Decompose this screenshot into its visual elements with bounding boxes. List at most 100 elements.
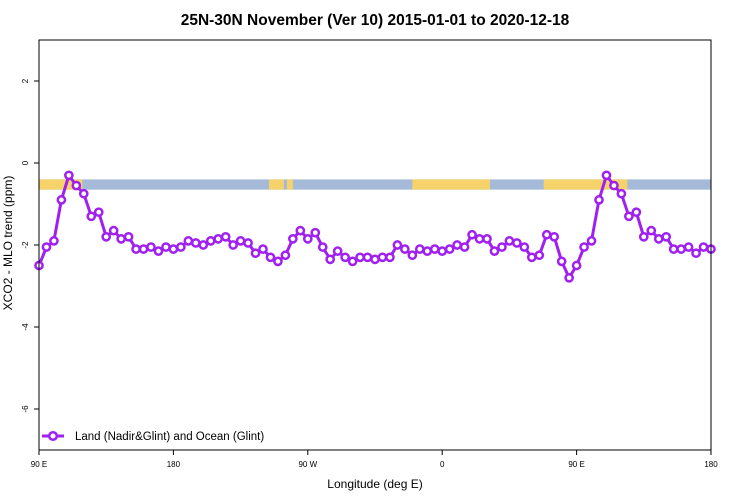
data-point bbox=[541, 229, 552, 240]
series-layer bbox=[34, 170, 716, 283]
data-point bbox=[624, 211, 634, 222]
data-point bbox=[646, 225, 657, 236]
data-point bbox=[56, 195, 67, 205]
data-point bbox=[176, 242, 186, 252]
x-axis: 90 E 180 90 W 0 90 E 180 bbox=[31, 450, 718, 469]
data-point bbox=[123, 231, 134, 242]
data-point bbox=[444, 244, 455, 254]
data-point bbox=[153, 246, 164, 256]
data-point bbox=[49, 236, 59, 246]
y-tick-label: 0 bbox=[21, 160, 30, 165]
data-point bbox=[422, 246, 433, 256]
data-point bbox=[332, 246, 343, 256]
data-point bbox=[213, 234, 224, 244]
data-point bbox=[317, 242, 328, 252]
data-point bbox=[497, 242, 507, 252]
data-point bbox=[474, 234, 485, 244]
data-point bbox=[370, 254, 380, 265]
data-point bbox=[594, 195, 604, 205]
x-tick-label: 90 E bbox=[31, 460, 47, 469]
data-point bbox=[64, 170, 74, 181]
land-ocean-strip bbox=[39, 179, 711, 190]
data-point bbox=[273, 256, 283, 267]
data-point bbox=[41, 242, 52, 252]
chart-title: 25N-30N November (Ver 10) 2015-01-01 to … bbox=[181, 12, 570, 29]
data-point bbox=[564, 272, 574, 283]
data-point bbox=[205, 236, 216, 246]
data-point bbox=[101, 231, 112, 242]
data-point bbox=[429, 244, 440, 254]
y-tick-label: -4 bbox=[21, 323, 30, 331]
data-point bbox=[571, 260, 582, 271]
data-point bbox=[661, 231, 672, 242]
data-point bbox=[340, 252, 350, 263]
ocean-band bbox=[39, 179, 711, 190]
data-point bbox=[250, 248, 261, 259]
data-point bbox=[295, 225, 306, 236]
data-point bbox=[586, 236, 597, 246]
data-point bbox=[526, 252, 537, 263]
x-tick-label: 90 E bbox=[568, 460, 584, 469]
data-point bbox=[504, 236, 515, 246]
data-point bbox=[601, 170, 612, 181]
land-segment bbox=[286, 179, 293, 190]
y-tick-label: -6 bbox=[21, 405, 30, 413]
land-segment bbox=[543, 179, 628, 190]
legend: Land (Nadir&Glint) and Ocean (Glint) bbox=[42, 430, 264, 443]
data-point bbox=[198, 240, 209, 250]
data-point bbox=[683, 242, 694, 252]
data-point bbox=[377, 252, 388, 263]
data-point bbox=[653, 234, 664, 244]
data-point bbox=[243, 238, 253, 248]
data-point bbox=[534, 250, 545, 261]
data-point bbox=[258, 244, 268, 254]
data-point bbox=[138, 244, 149, 254]
data-point bbox=[631, 207, 642, 218]
data-point bbox=[691, 248, 701, 259]
data-point bbox=[265, 252, 276, 263]
data-point bbox=[512, 238, 522, 248]
data-point bbox=[414, 244, 425, 254]
x-axis-label: Longitude (deg E) bbox=[327, 477, 422, 491]
data-point bbox=[116, 234, 126, 244]
data-point bbox=[355, 252, 365, 263]
y-tick-label: -2 bbox=[21, 241, 30, 249]
plot-frame bbox=[38, 39, 712, 451]
land-segment bbox=[268, 179, 284, 190]
data-point bbox=[579, 242, 589, 252]
land-segment bbox=[412, 179, 490, 190]
y-axis: 2 0 -2 -4 -6 bbox=[21, 78, 39, 413]
data-point bbox=[71, 180, 82, 191]
data-point bbox=[288, 234, 298, 244]
data-point bbox=[556, 256, 567, 267]
legend-label: Land (Nadir&Glint) and Ocean (Glint) bbox=[75, 431, 264, 443]
x-tick-label: 90 W bbox=[298, 460, 317, 469]
land-segment bbox=[39, 179, 83, 190]
legend-point-marker bbox=[47, 430, 59, 442]
data-point bbox=[235, 236, 246, 246]
data-point bbox=[519, 242, 530, 252]
x-tick-label: 0 bbox=[440, 460, 445, 469]
data-point bbox=[347, 256, 358, 267]
data-point bbox=[362, 252, 373, 263]
data-point bbox=[280, 250, 291, 261]
data-point bbox=[616, 188, 627, 199]
data-point bbox=[310, 227, 321, 238]
data-point bbox=[452, 240, 462, 250]
data-point bbox=[437, 246, 448, 256]
data-point bbox=[220, 231, 231, 242]
data-point bbox=[146, 242, 156, 252]
data-point bbox=[609, 180, 619, 191]
data-point bbox=[698, 242, 709, 252]
y-axis-label: XCO2 - MLO trend (ppm) bbox=[1, 176, 15, 311]
data-point bbox=[228, 240, 238, 250]
x-tick-label: 180 bbox=[167, 460, 181, 469]
data-point bbox=[385, 252, 395, 263]
data-point bbox=[131, 244, 141, 254]
data-point bbox=[78, 188, 89, 199]
x-tick-label: 180 bbox=[704, 460, 718, 469]
data-point bbox=[482, 234, 492, 244]
data-point bbox=[638, 231, 649, 242]
data-point bbox=[676, 244, 686, 254]
